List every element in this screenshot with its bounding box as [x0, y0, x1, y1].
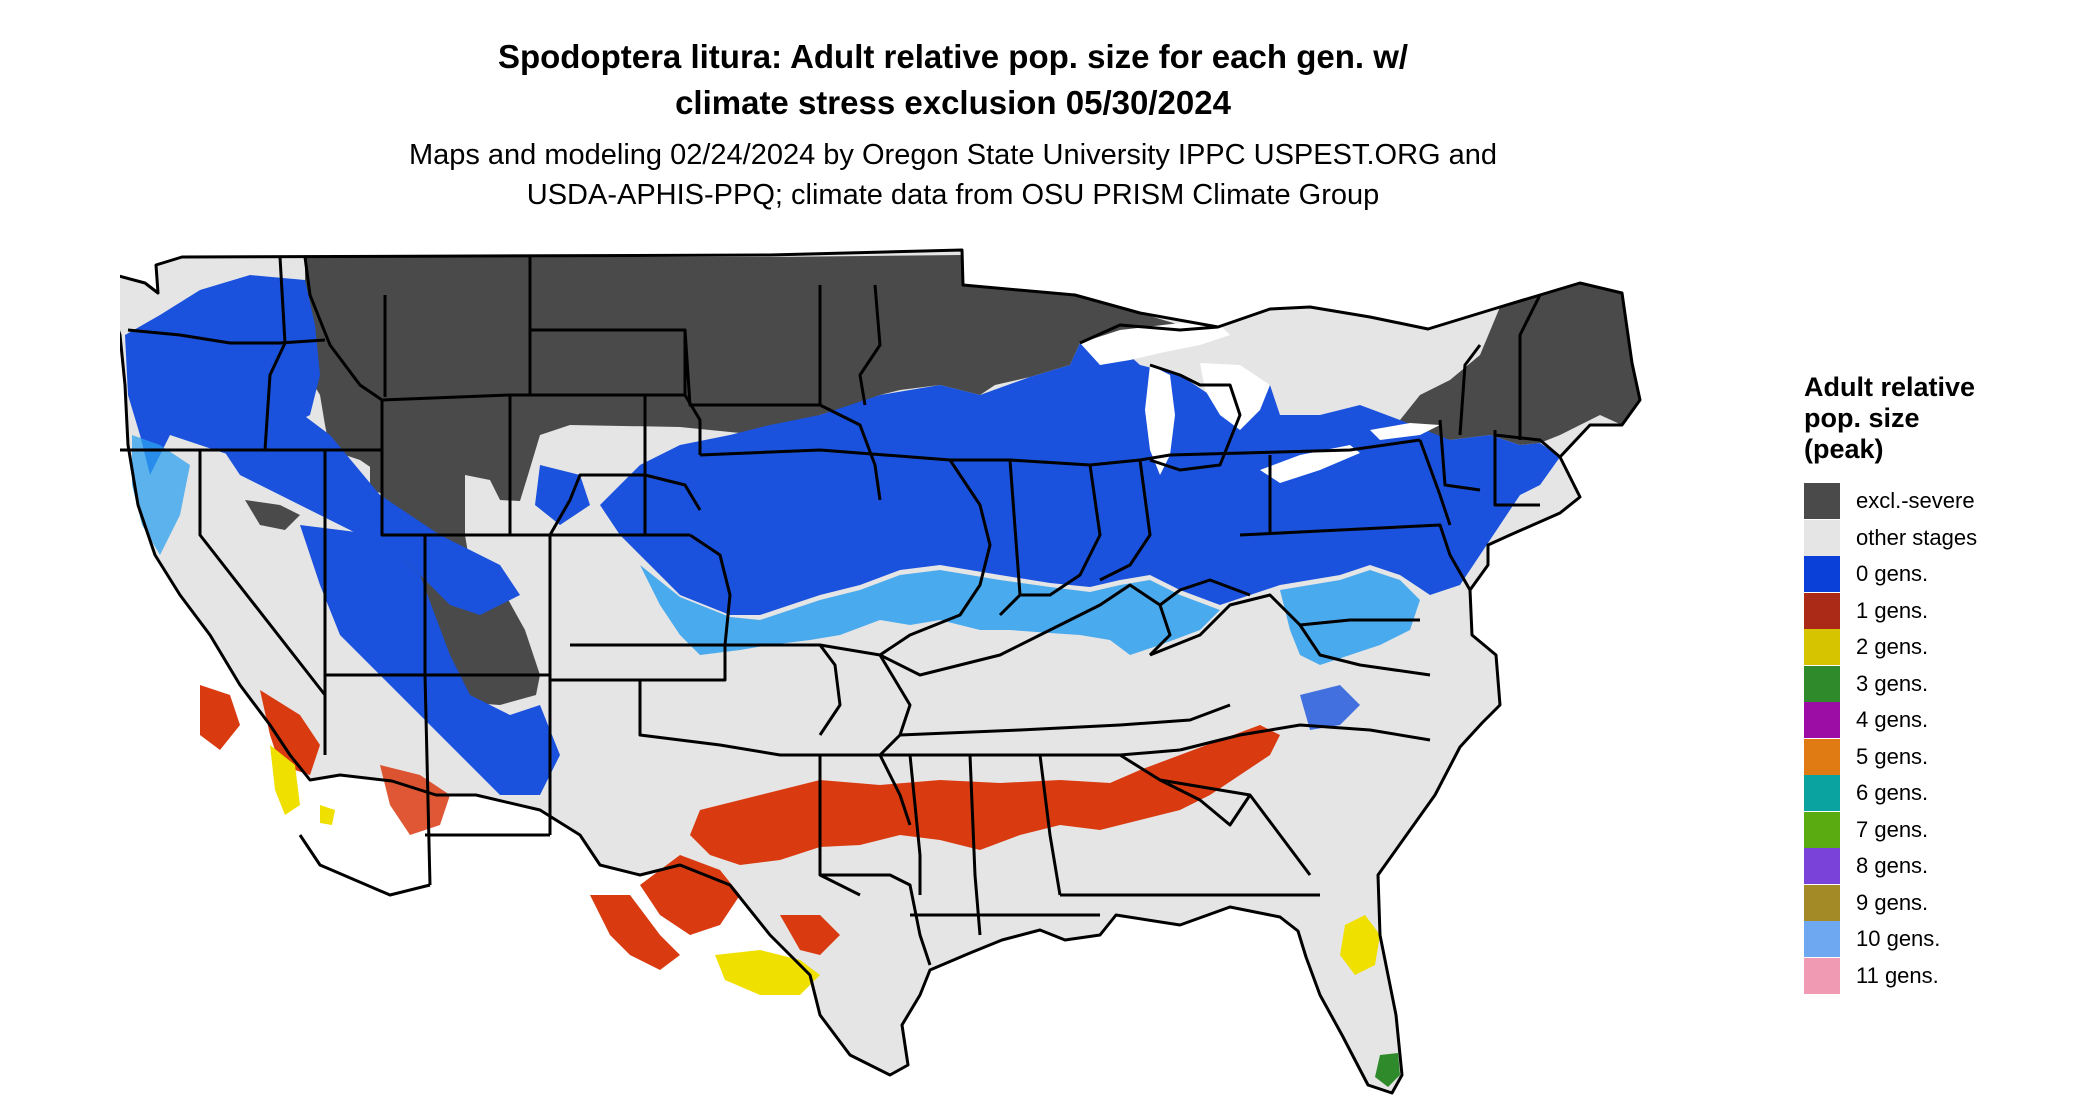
legend-swatch: [1804, 811, 1840, 848]
legend-item: excl.-severe: [1804, 483, 2084, 520]
legend-label: 6 gens.: [1856, 780, 1929, 806]
legend-swatch: [1804, 483, 1840, 520]
map-subtitle-line: Maps and modeling 02/24/2024 by Oregon S…: [408, 139, 1498, 171]
legend-swatch: [1804, 848, 1840, 885]
zero-gens-region: [132, 435, 190, 555]
legend-item: 0 gens.: [1804, 556, 2084, 593]
state-borders: [120, 248, 1642, 1095]
map-subtitle-line: USDA-APHIS-PPQ; climate data from OSU PR…: [526, 179, 1380, 211]
legend-item: 6 gens.: [1804, 775, 2084, 812]
zero-gens-region: [1280, 570, 1420, 665]
legend-label: other stages: [1856, 524, 1978, 550]
legend-item: 7 gens.: [1804, 811, 2084, 849]
legend-title: Adult relative pop. size (peak): [1804, 372, 2084, 465]
zero-gens-region: [640, 565, 1220, 655]
legend-swatch: [1804, 592, 1840, 629]
one-gen-region: [200, 685, 240, 750]
legend-title-line: Adult relative: [1804, 372, 1976, 402]
legend-item: 11 gens.: [1804, 957, 2084, 995]
zero-gens-region: [535, 465, 590, 525]
legend-title-line: pop. size: [1804, 403, 1920, 433]
legend-label: 0 gens.: [1856, 561, 1929, 587]
one-gen-region: [690, 725, 1280, 865]
legend-swatch: [1804, 702, 1840, 739]
legend-swatch: [1804, 775, 1840, 812]
map-title: Spodoptera litura: Adult relative pop. s…: [0, 34, 1906, 126]
legend-label: 11 gens.: [1856, 962, 1939, 988]
legend-label: 10 gens.: [1856, 926, 1941, 952]
map-title-line: climate stress exclusion 05/30/2024: [675, 84, 1231, 121]
zero-gens-region: [600, 343, 1560, 615]
zero-gens-region: [1300, 685, 1360, 730]
legend-swatch: [1804, 921, 1840, 958]
legend-label: 5 gens.: [1856, 743, 1929, 769]
legend-swatch: [1804, 884, 1840, 921]
lake-erie: [1260, 445, 1360, 483]
map-legend: Adult relative pop. size (peak) excl.-se…: [1804, 372, 2084, 994]
lake-superior: [1080, 323, 1230, 365]
legend-item: 5 gens.: [1804, 738, 2084, 776]
zero-gens-region: [220, 405, 520, 615]
lake-michigan: [1145, 365, 1175, 475]
two-gens-region: [270, 745, 300, 815]
legend-item: 9 gens.: [1804, 884, 2084, 922]
map-title-line: Spodoptera litura: Adult relative pop. s…: [497, 38, 1409, 75]
legend-swatch: [1804, 556, 1840, 593]
one-gen-region: [640, 855, 740, 935]
legend-swatch: [1804, 738, 1840, 775]
legend-label: 3 gens.: [1856, 670, 1929, 696]
legend-label: 4 gens.: [1856, 707, 1929, 733]
two-gens-region: [320, 805, 335, 825]
legend-item: 4 gens.: [1804, 702, 2084, 739]
lake-ontario: [1370, 423, 1440, 440]
excluded-region: [245, 500, 300, 530]
legend-item: 3 gens.: [1804, 665, 2084, 703]
legend-swatch: [1804, 629, 1840, 666]
legend-label: 7 gens.: [1856, 816, 1929, 842]
legend-swatch: [1804, 957, 1840, 994]
legend-label: 8 gens.: [1856, 853, 1929, 879]
legend-item: 1 gens.: [1804, 592, 2084, 630]
us-map: [120, 248, 1642, 1095]
legend-item: 10 gens.: [1804, 921, 2084, 958]
two-gens-region: [715, 950, 820, 995]
legend-swatch: [1804, 665, 1840, 702]
legend-label: 2 gens.: [1856, 634, 1929, 660]
legend-label: excl.-severe: [1856, 488, 1975, 514]
three-gens-region: [1375, 1053, 1400, 1087]
legend-label: 9 gens.: [1856, 889, 1929, 915]
map-subtitle: Maps and modeling 02/24/2024 by Oregon S…: [0, 135, 1906, 215]
legend-title-line: (peak): [1804, 434, 1884, 464]
one-gen-region: [590, 895, 680, 970]
legend-item: other stages: [1804, 519, 2084, 557]
legend-item: 8 gens.: [1804, 848, 2084, 885]
one-gen-region: [260, 690, 320, 775]
one-gen-region: [780, 915, 840, 955]
legend-label: 1 gens.: [1856, 597, 1929, 623]
two-gens-region: [1340, 915, 1380, 975]
zero-gens-region: [300, 525, 560, 795]
legend-items: excl.-severe other stages 0 gens. 1 gens. 2 …: [1804, 483, 2084, 994]
legend-item: 2 gens.: [1804, 629, 2084, 666]
legend-swatch: [1804, 519, 1840, 556]
